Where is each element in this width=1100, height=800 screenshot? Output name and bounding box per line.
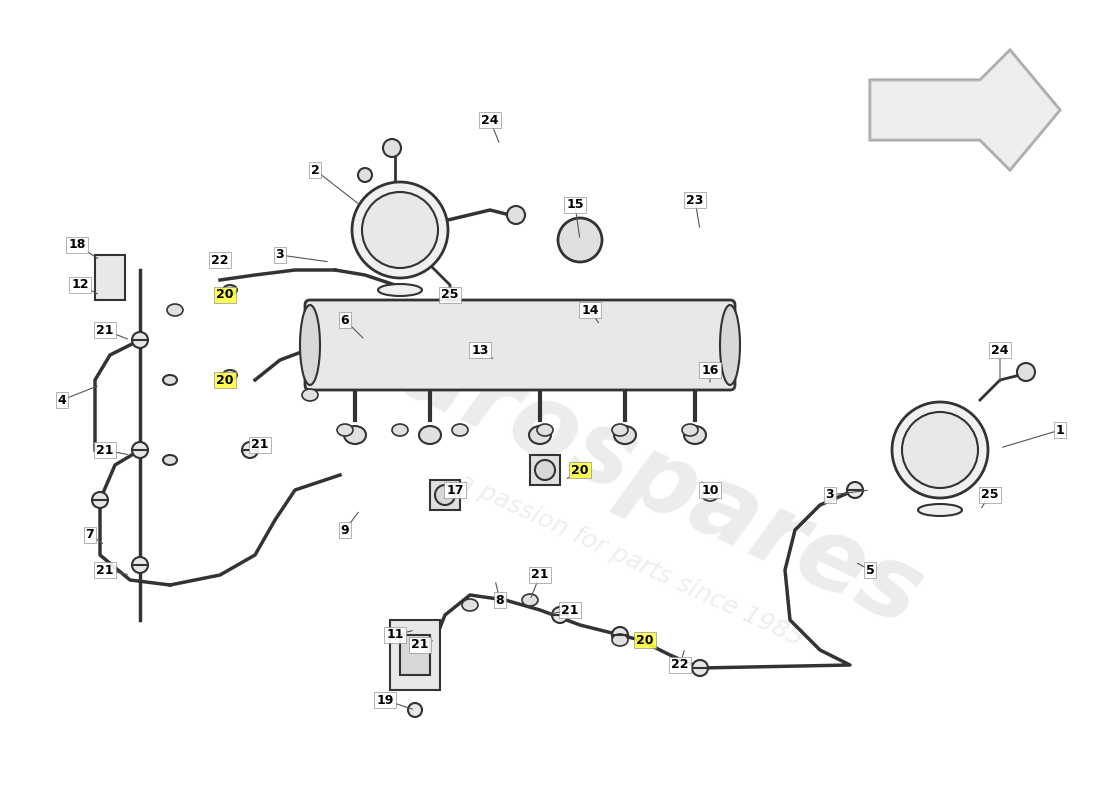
Ellipse shape xyxy=(344,426,366,444)
Ellipse shape xyxy=(392,424,408,436)
Text: 12: 12 xyxy=(72,278,89,291)
Ellipse shape xyxy=(163,455,177,465)
Text: eurospares: eurospares xyxy=(322,292,937,648)
Ellipse shape xyxy=(163,375,177,385)
Text: 3: 3 xyxy=(276,249,284,262)
Text: 9: 9 xyxy=(341,523,350,537)
Text: 6: 6 xyxy=(341,314,350,326)
Circle shape xyxy=(408,703,422,717)
Ellipse shape xyxy=(702,489,718,501)
Circle shape xyxy=(692,660,708,676)
Ellipse shape xyxy=(419,426,441,444)
Ellipse shape xyxy=(462,599,478,611)
Circle shape xyxy=(507,206,525,224)
Circle shape xyxy=(552,607,568,623)
Circle shape xyxy=(383,139,402,157)
Text: 21: 21 xyxy=(561,603,579,617)
Text: 21: 21 xyxy=(97,323,113,337)
Ellipse shape xyxy=(614,426,636,444)
Text: 20: 20 xyxy=(217,289,233,302)
Circle shape xyxy=(434,485,455,505)
Text: 16: 16 xyxy=(702,363,718,377)
Ellipse shape xyxy=(378,284,422,296)
Circle shape xyxy=(242,442,258,458)
Text: 20: 20 xyxy=(217,374,233,386)
Circle shape xyxy=(892,402,988,498)
Text: 5: 5 xyxy=(866,563,874,577)
Circle shape xyxy=(132,557,148,573)
Text: 20: 20 xyxy=(636,634,653,646)
Circle shape xyxy=(352,182,448,278)
FancyBboxPatch shape xyxy=(305,300,735,390)
Text: 15: 15 xyxy=(566,198,584,211)
Text: 3: 3 xyxy=(826,489,834,502)
Circle shape xyxy=(92,492,108,508)
Bar xyxy=(95,255,125,300)
Bar xyxy=(390,620,440,690)
Text: 22: 22 xyxy=(671,658,689,671)
Text: 11: 11 xyxy=(386,629,404,642)
Text: 10: 10 xyxy=(702,483,718,497)
Text: 25: 25 xyxy=(441,289,459,302)
Circle shape xyxy=(358,168,372,182)
Circle shape xyxy=(847,482,864,498)
Ellipse shape xyxy=(537,424,553,436)
Text: 7: 7 xyxy=(86,529,95,542)
Circle shape xyxy=(132,332,148,348)
Text: 24: 24 xyxy=(482,114,498,126)
Ellipse shape xyxy=(918,504,962,516)
Ellipse shape xyxy=(223,370,236,380)
Bar xyxy=(400,635,430,675)
Circle shape xyxy=(902,412,978,488)
Text: 4: 4 xyxy=(57,394,66,406)
Circle shape xyxy=(1018,363,1035,381)
Text: 23: 23 xyxy=(686,194,704,206)
Circle shape xyxy=(558,218,602,262)
Circle shape xyxy=(132,442,148,458)
Ellipse shape xyxy=(337,424,353,436)
Ellipse shape xyxy=(223,285,236,295)
Text: 17: 17 xyxy=(447,483,464,497)
Text: 8: 8 xyxy=(496,594,504,606)
Text: 13: 13 xyxy=(471,343,488,357)
Ellipse shape xyxy=(612,634,628,646)
Ellipse shape xyxy=(300,305,320,385)
Ellipse shape xyxy=(302,389,318,401)
Text: 21: 21 xyxy=(531,569,549,582)
Text: 1: 1 xyxy=(1056,423,1065,437)
Bar xyxy=(530,455,560,485)
Text: 21: 21 xyxy=(411,638,429,651)
Text: 25: 25 xyxy=(981,489,999,502)
Circle shape xyxy=(535,460,556,480)
Text: 21: 21 xyxy=(251,438,268,451)
Polygon shape xyxy=(870,50,1060,170)
Text: 21: 21 xyxy=(97,563,113,577)
Ellipse shape xyxy=(684,426,706,444)
Ellipse shape xyxy=(529,426,551,444)
Ellipse shape xyxy=(612,424,628,436)
Text: 22: 22 xyxy=(211,254,229,266)
Text: 20: 20 xyxy=(571,463,588,477)
Text: 18: 18 xyxy=(68,238,86,251)
Text: 14: 14 xyxy=(581,303,598,317)
Ellipse shape xyxy=(522,594,538,606)
Text: 19: 19 xyxy=(376,694,394,706)
Circle shape xyxy=(612,627,628,643)
Bar xyxy=(430,480,460,510)
Ellipse shape xyxy=(452,424,468,436)
Text: a passion for parts since 1985: a passion for parts since 1985 xyxy=(453,470,806,650)
Ellipse shape xyxy=(682,424,698,436)
Text: 2: 2 xyxy=(310,163,319,177)
Text: 24: 24 xyxy=(991,343,1009,357)
Text: 21: 21 xyxy=(97,443,113,457)
Ellipse shape xyxy=(720,305,740,385)
Circle shape xyxy=(362,192,438,268)
Ellipse shape xyxy=(167,304,183,316)
